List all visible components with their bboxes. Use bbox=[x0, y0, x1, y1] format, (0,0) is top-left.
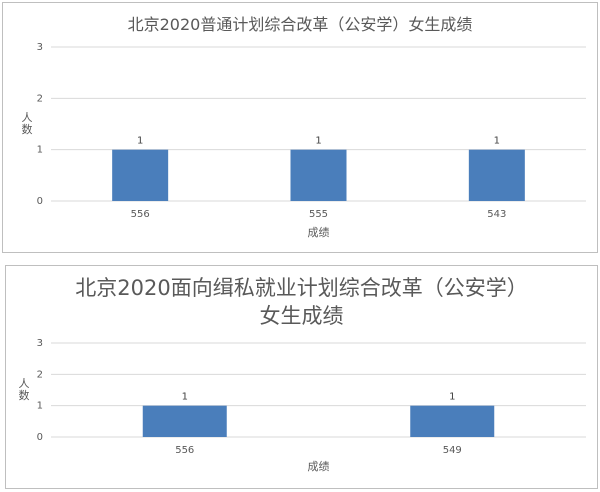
bar bbox=[410, 405, 495, 437]
chart: 0 1 2 3 1 556 1 549 成绩 人数 bbox=[19, 338, 586, 473]
y-axis-label: 人数 bbox=[19, 377, 30, 402]
bar bbox=[142, 405, 227, 437]
y-tick-label: 1 bbox=[37, 145, 43, 156]
y-tick-label: 1 bbox=[37, 401, 43, 412]
chart-panel: 北京2020面向缉私就业计划综合改革（公安学）女生成绩 0 1 2 3 1 556 1 549… bbox=[5, 265, 598, 489]
chart: 0 1 2 3 1 556 1 555 1 543 成绩 人数 bbox=[22, 42, 586, 239]
y-tick-label: 2 bbox=[37, 369, 43, 380]
y-tick-label: 0 bbox=[37, 432, 43, 443]
bar bbox=[468, 149, 525, 201]
y-axis-label: 人数 bbox=[22, 111, 33, 136]
bar bbox=[112, 149, 169, 201]
y-tick-label: 3 bbox=[37, 42, 43, 53]
x-axis-label: 成绩 bbox=[308, 460, 330, 473]
y-tick-label: 3 bbox=[37, 338, 43, 349]
x-tick-label: 549 bbox=[443, 445, 462, 456]
x-tick-label: 555 bbox=[309, 209, 328, 220]
chart-title: 北京2020面向缉私就业计划综合改革（公安学）女生成绩 bbox=[75, 276, 528, 328]
x-tick-label: 556 bbox=[175, 445, 194, 456]
chart-title: 北京2020普通计划综合改革（公安学）女生成绩 bbox=[127, 15, 473, 34]
chart-panel: 北京2020普通计划综合改革（公安学）女生成绩 0 1 2 3 1 556 1 555 1 543… bbox=[2, 2, 598, 253]
bar bbox=[290, 149, 347, 201]
data-label: 1 bbox=[315, 136, 321, 147]
data-label: 1 bbox=[182, 392, 188, 403]
data-label: 1 bbox=[494, 136, 500, 147]
x-tick-label: 556 bbox=[131, 209, 150, 220]
y-tick-label: 0 bbox=[37, 196, 43, 207]
data-label: 1 bbox=[449, 392, 455, 403]
x-axis-label: 成绩 bbox=[308, 226, 330, 239]
data-label: 1 bbox=[137, 136, 143, 147]
x-tick-label: 543 bbox=[487, 209, 506, 220]
y-tick-label: 2 bbox=[37, 93, 43, 104]
